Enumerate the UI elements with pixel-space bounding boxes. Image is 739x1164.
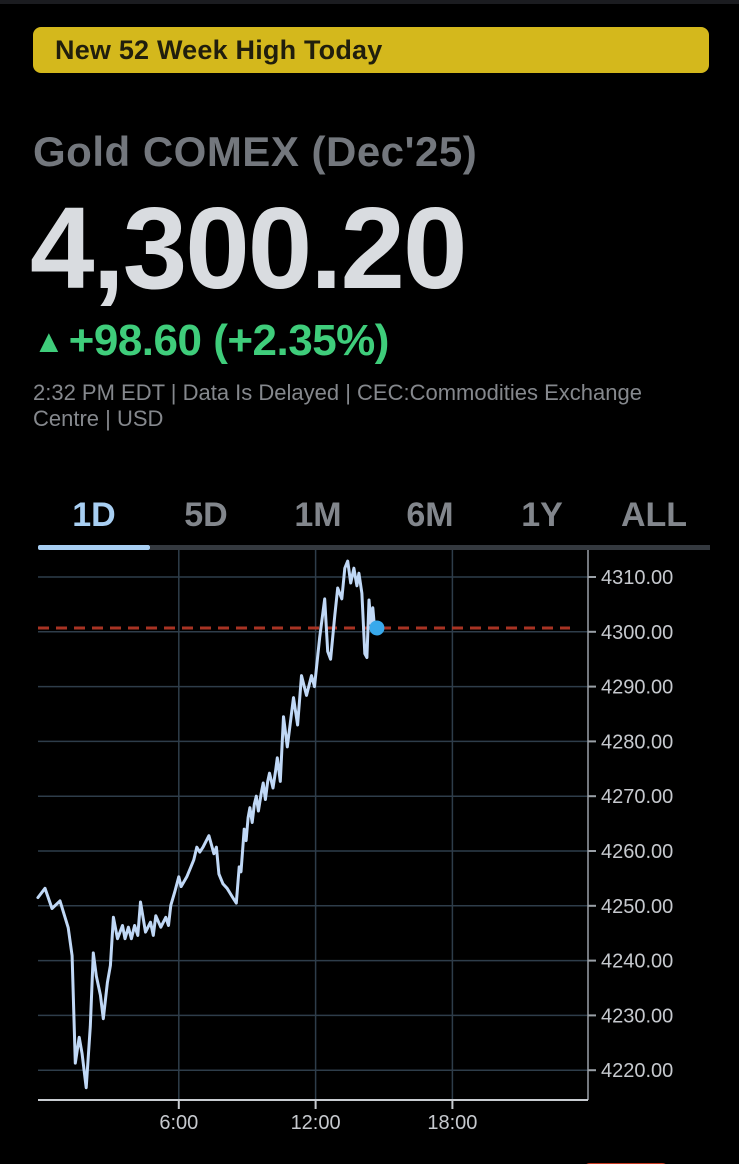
up-triangle-icon: ▲ bbox=[33, 323, 65, 359]
change-text: +98.60 (+2.35%) bbox=[68, 316, 390, 365]
x-tick-label: 12:00 bbox=[291, 1112, 341, 1134]
instrument-title: Gold COMEX (Dec'25) bbox=[33, 128, 478, 175]
range-tabs: 1D 5D 1M 6M 1Y ALL bbox=[38, 496, 710, 535]
tab-5d[interactable]: 5D bbox=[184, 496, 228, 534]
y-tick-label: 4250.00 bbox=[601, 896, 673, 918]
y-tick-label: 4310.00 bbox=[601, 567, 673, 589]
change-row: ▲ +98.60 (+2.35%) bbox=[33, 316, 389, 366]
y-tick-label: 4270.00 bbox=[601, 786, 673, 808]
y-tick-label: 4220.00 bbox=[601, 1060, 673, 1082]
banner-text: New 52 Week High Today bbox=[55, 34, 383, 65]
x-tick-label: 6:00 bbox=[159, 1112, 198, 1134]
tab-1m[interactable]: 1M bbox=[294, 496, 342, 534]
y-tick-label: 4260.00 bbox=[601, 841, 673, 863]
y-tick-label: 4300.00 bbox=[601, 622, 673, 644]
active-tab-underline bbox=[38, 545, 150, 550]
y-tick-label: 4290.00 bbox=[601, 677, 673, 699]
tab-all[interactable]: ALL bbox=[620, 496, 688, 534]
inactive-tab-underline bbox=[150, 545, 710, 550]
tab-underline bbox=[38, 545, 710, 550]
y-tick-label: 4280.00 bbox=[601, 731, 673, 753]
x-tick-label: 18:00 bbox=[427, 1112, 477, 1134]
high-banner: New 52 Week High Today bbox=[33, 27, 709, 73]
chart-svg: 4220.00 4230.00 4240.00 4250.00 4260.00 4270.… bbox=[36, 550, 673, 1134]
top-status-strip bbox=[0, 0, 739, 4]
price-chart[interactable]: 4220.00 4230.00 4240.00 4250.00 4260.00 4270.… bbox=[0, 550, 739, 1164]
tab-1y[interactable]: 1Y bbox=[521, 496, 563, 534]
y-tick-label: 4240.00 bbox=[601, 951, 673, 973]
last-price-dot bbox=[369, 620, 385, 636]
tab-1d[interactable]: 1D bbox=[72, 496, 116, 534]
last-price: 4,300.20 bbox=[30, 183, 468, 313]
tab-6m[interactable]: 6M bbox=[406, 496, 454, 534]
quote-meta: 2:32 PM EDT | Data Is Delayed | CEC:Comm… bbox=[33, 380, 642, 431]
y-tick-label: 4230.00 bbox=[601, 1005, 673, 1027]
price-line bbox=[36, 559, 379, 1090]
